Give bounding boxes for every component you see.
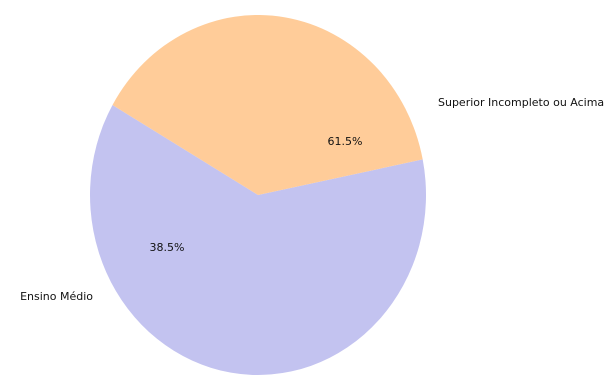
slice-label-superior-incompleto-ou-acima: Superior Incompleto ou Acima [438, 96, 604, 109]
slice-percent-superior-incompleto-ou-acima: 61.5% [328, 135, 363, 148]
pie-slice-ensino-medio [112, 14, 423, 196]
slice-label-ensino-medio: Ensino Médio [20, 290, 93, 303]
pie-slice-superior-incompleto-ou-acima [90, 105, 427, 375]
pie-slices [90, 14, 427, 375]
slice-percent-ensino-medio: 38.5% [150, 241, 185, 254]
